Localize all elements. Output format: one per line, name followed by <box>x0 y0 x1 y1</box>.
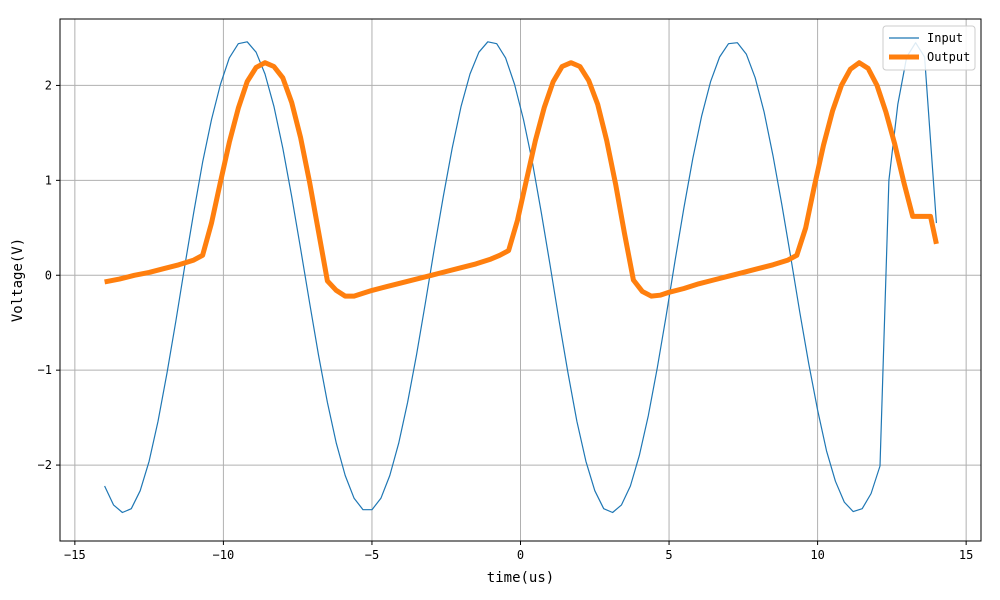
y-tick-label: 0 <box>45 268 52 282</box>
series-group <box>104 41 939 514</box>
x-tick-label: 15 <box>959 548 973 562</box>
y-tick-label: 1 <box>45 173 52 187</box>
x-tick-label: 0 <box>517 548 524 562</box>
x-axis-ticks: −15 −10 −5 0 5 10 15 <box>64 541 973 562</box>
series-line-output <box>104 60 939 299</box>
x-tick-label: 10 <box>810 548 824 562</box>
grid <box>60 19 981 541</box>
x-tick-label: −5 <box>365 548 379 562</box>
legend: Input Output <box>882 25 976 71</box>
y-tick-label: −1 <box>38 363 52 377</box>
legend-label-input: Input <box>927 31 963 45</box>
y-tick-label: 2 <box>45 78 52 92</box>
y-tick-label: −2 <box>38 458 52 472</box>
series-line-input <box>104 41 937 514</box>
legend-label-output: Output <box>927 50 970 64</box>
x-tick-label: −10 <box>213 548 235 562</box>
x-tick-label: 5 <box>665 548 672 562</box>
x-axis-label: time(us) <box>487 570 554 586</box>
y-axis-label: Voltage(V) <box>10 238 26 322</box>
x-tick-label: −15 <box>64 548 86 562</box>
y-axis-ticks: −2 −1 0 1 2 <box>38 78 60 472</box>
